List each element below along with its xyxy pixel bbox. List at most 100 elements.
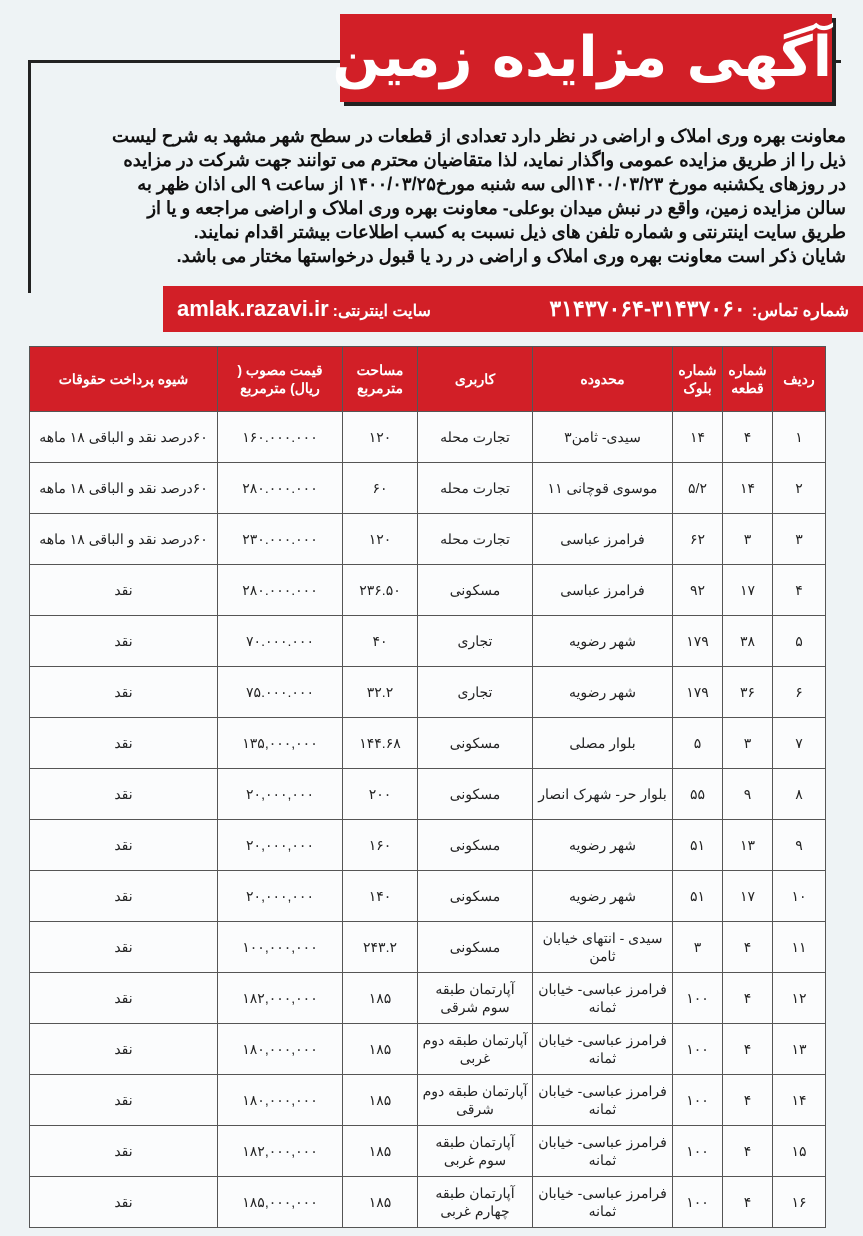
column-header: محدوده: [532, 346, 673, 412]
table-cell: ۳۲.۲: [342, 666, 418, 718]
column-header: قیمت مصوب ( ریال) مترمربع: [217, 346, 343, 412]
table-cell: ۴: [772, 564, 826, 616]
table-cell: ۵: [672, 717, 723, 769]
table-cell: تجارت محله: [417, 411, 533, 463]
table-row: ۱۴ ۴ ۱۰۰ فرامرز عباسی- خیابان ثمانه آپارتمان…: [29, 1074, 826, 1126]
table-row: ۱۰ ۱۷ ۵۱ شهر رضویه مسکونی ۱۴۰ ۲۰,۰۰۰,۰۰۰ نقد: [29, 870, 826, 922]
table-cell: ۱: [772, 411, 826, 463]
table-cell: ۶۰درصد نقد و الباقی ۱۸ ماهه: [29, 462, 218, 514]
table-cell: ۲۰,۰۰۰,۰۰۰: [217, 870, 343, 922]
website-info: سایت اینترنتی:amlak.razavi.ir: [177, 296, 431, 322]
column-header: مساحت مترمربع: [342, 346, 418, 412]
table-cell: نقد: [29, 564, 218, 616]
table-cell: ۱۸۰,۰۰۰,۰۰۰: [217, 1074, 343, 1126]
table-cell: ۱۳۵,۰۰۰,۰۰۰: [217, 717, 343, 769]
table-cell: شهر رضویه: [532, 870, 673, 922]
table-cell: فرامرز عباسی- خیابان ثمانه: [532, 1023, 673, 1075]
table-cell: ۳: [672, 921, 723, 973]
table-cell: ۱۸۲,۰۰۰,۰۰۰: [217, 972, 343, 1024]
table-cell: ۳۸: [722, 615, 773, 667]
table-cell: فرامرز عباسی: [532, 513, 673, 565]
table-cell: نقد: [29, 717, 218, 769]
table-cell: ۱۸۵: [342, 1176, 418, 1228]
table-cell: شهر رضویه: [532, 615, 673, 667]
table-cell: ۱۸۵: [342, 1023, 418, 1075]
table-row: ۵ ۳۸ ۱۷۹ شهر رضویه تجاری ۴۰ ۷۰.۰۰۰.۰۰۰ نقد: [29, 615, 826, 667]
table-row: ۱۲ ۴ ۱۰۰ فرامرز عباسی- خیابان ثمانه آپارتمان…: [29, 972, 826, 1024]
table-cell: ۱۸۵: [342, 1074, 418, 1126]
paragraph-line: معاونت بهره وری املاک و اراضی در نظر دار…: [112, 126, 846, 146]
table-row: ۶ ۳۶ ۱۷۹ شهر رضویه تجاری ۳۲.۲ ۷۵.۰۰۰.۰۰۰ نقد: [29, 666, 826, 718]
announcement-text: معاونت بهره وری املاک و اراضی در نظر دار…: [36, 124, 846, 268]
table-cell: آپارتمان طبقه سوم غربی: [417, 1125, 533, 1177]
paragraph-line: شایان ذکر است معاونت بهره وری املاک و ار…: [176, 246, 846, 266]
table-cell: مسکونی: [417, 819, 533, 871]
table-cell: نقد: [29, 819, 218, 871]
contact-bar: شماره تماس: ۳۱۴۳۷۰۶۰-۳۱۴۳۷۰۶۴ سایت اینترن…: [163, 286, 863, 332]
table-cell: فرامرز عباسی- خیابان ثمانه: [532, 1125, 673, 1177]
table-cell: ۱۷: [722, 564, 773, 616]
column-header: کاربری: [417, 346, 533, 412]
paragraph-line: طریق سایت اینترنتی و شماره تلفن های ذیل …: [193, 222, 846, 242]
auction-table: ردیف شماره قطعه شماره بلوک محدوده کاربری مساح…: [29, 346, 826, 1228]
paragraph-line: سالن مزایده زمین، واقع در نبش میدان بوعل…: [147, 198, 846, 218]
table-cell: ۱۱: [772, 921, 826, 973]
table-cell: مسکونی: [417, 870, 533, 922]
column-header: ردیف: [772, 346, 826, 412]
table-cell: تجاری: [417, 615, 533, 667]
table-cell: ۱۰: [772, 870, 826, 922]
table-cell: ۵۱: [672, 819, 723, 871]
table-cell: ۱۸۲,۰۰۰,۰۰۰: [217, 1125, 343, 1177]
table-cell: ۴۰: [342, 615, 418, 667]
table-cell: ۱۳: [772, 1023, 826, 1075]
table-row: ۱ ۴ ۱۴ سیدی- ثامن۳ تجارت محله ۱۲۰ ۱۶۰.۰۰۰.۰۰۰ ۶…: [29, 411, 826, 463]
paragraph-line: ذیل را از طریق مزایده عمومی واگذار نماید…: [123, 150, 846, 170]
table-cell: ۲۰,۰۰۰,۰۰۰: [217, 768, 343, 820]
table-cell: ۵: [772, 615, 826, 667]
table-row: ۴ ۱۷ ۹۲ فرامرز عباسی مسکونی ۲۳۶.۵۰ ۲۸۰.۰۰۰.۰۰۰…: [29, 564, 826, 616]
table-cell: ۱۴۰: [342, 870, 418, 922]
table-cell: ۱۰۰,۰۰۰,۰۰۰: [217, 921, 343, 973]
table-cell: ۱۴۴.۶۸: [342, 717, 418, 769]
header: آگهی مزایده زمین: [0, 0, 863, 118]
table-row: ۱۵ ۴ ۱۰۰ فرامرز عباسی- خیابان ثمانه آپارتمان…: [29, 1125, 826, 1177]
phone-info: شماره تماس: ۳۱۴۳۷۰۶۰-۳۱۴۳۷۰۶۴: [549, 296, 849, 322]
paragraph-line: در روزهای یکشنبه مورخ ۱۴۰۰/۰۳/۲۳الی سه ش…: [137, 174, 846, 194]
table-cell: نقد: [29, 1176, 218, 1228]
table-cell: مسکونی: [417, 921, 533, 973]
table-cell: ۳: [722, 717, 773, 769]
table-cell: ۶: [772, 666, 826, 718]
table-cell: ۷۰.۰۰۰.۰۰۰: [217, 615, 343, 667]
table-row: ۱۳ ۴ ۱۰۰ فرامرز عباسی- خیابان ثمانه آپارتمان…: [29, 1023, 826, 1075]
table-cell: ۶۰درصد نقد و الباقی ۱۸ ماهه: [29, 411, 218, 463]
table-cell: ۱۶۰: [342, 819, 418, 871]
table-cell: ۱۶: [772, 1176, 826, 1228]
table-cell: ۴: [722, 411, 773, 463]
website-label: سایت اینترنتی:: [332, 303, 431, 320]
table-cell: ۵۵: [672, 768, 723, 820]
table-cell: ۱۸۰,۰۰۰,۰۰۰: [217, 1023, 343, 1075]
table-cell: تجارت محله: [417, 462, 533, 514]
table-cell: نقد: [29, 666, 218, 718]
table-row: ۱۶ ۴ ۱۰۰ فرامرز عباسی- خیابان ثمانه آپارتمان…: [29, 1176, 826, 1228]
table-cell: ۱۴: [722, 462, 773, 514]
table-cell: ۳: [722, 513, 773, 565]
table-cell: ۸: [772, 768, 826, 820]
table-cell: ۹: [722, 768, 773, 820]
website-link[interactable]: amlak.razavi.ir: [177, 296, 329, 321]
table-cell: شهر رضویه: [532, 666, 673, 718]
table-cell: ۲۰۰: [342, 768, 418, 820]
table-cell: ۱۵: [772, 1125, 826, 1177]
table-row: ۱۱ ۴ ۳ سیدی - انتهای خیابان ثامن مسکونی ۲۴۳.۲…: [29, 921, 826, 973]
table-cell: ۲: [772, 462, 826, 514]
table-cell: موسوی قوچانی ۱۱: [532, 462, 673, 514]
table-cell: سیدی- ثامن۳: [532, 411, 673, 463]
table-cell: ۳۶: [722, 666, 773, 718]
table-cell: ۱۰۰: [672, 1074, 723, 1126]
phone-number: ۳۱۴۳۷۰۶۰-۳۱۴۳۷۰۶۴: [549, 296, 746, 321]
table-cell: نقد: [29, 1125, 218, 1177]
phone-label: شماره تماس:: [751, 301, 849, 320]
table-cell: بلوار مصلی: [532, 717, 673, 769]
table-cell: ۱۶۰.۰۰۰.۰۰۰: [217, 411, 343, 463]
table-cell: آپارتمان طبقه دوم شرقی: [417, 1074, 533, 1126]
